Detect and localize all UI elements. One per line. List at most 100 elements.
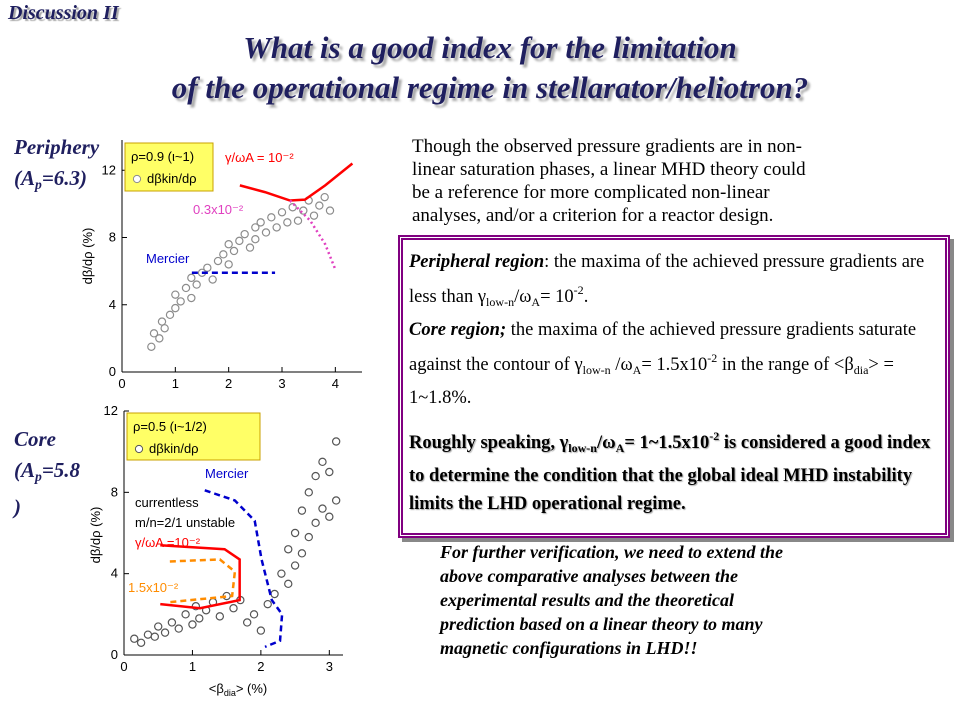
y-tick-label: 4	[111, 566, 118, 581]
x-tick-label: 1	[189, 659, 196, 674]
point	[203, 263, 212, 272]
paragraph: Core region; the maxima of the achieved …	[409, 316, 939, 412]
text: p	[35, 177, 42, 192]
text: > = 1~1.8%.	[409, 355, 894, 408]
point	[187, 273, 196, 283]
text: = 1.5x10	[641, 355, 708, 375]
curve	[239, 162, 354, 202]
x-tick-label: 2	[225, 376, 232, 391]
curve-label: 1.5x10⁻²	[128, 580, 179, 595]
point	[256, 626, 266, 635]
text: low-n	[582, 363, 611, 377]
region-param: (Ap=5.8)	[14, 455, 80, 523]
point	[245, 243, 255, 252]
point	[277, 569, 286, 578]
legend-box	[124, 142, 214, 192]
text: /	[597, 433, 603, 453]
text: =6.3)	[41, 166, 88, 190]
point	[272, 223, 281, 232]
point	[293, 216, 303, 225]
text: γ	[477, 287, 487, 307]
point	[171, 290, 180, 299]
text: (A	[14, 458, 35, 482]
point	[311, 518, 320, 528]
title-line: What is a good index for the limitation	[243, 30, 737, 65]
y-tick-label: 0	[109, 364, 116, 379]
y-axis-label: dβ/dρ (%)	[88, 507, 103, 564]
title-line: of the operational regime in stellarator…	[171, 70, 809, 105]
intro-line: analyses, and/or a criterion for a react…	[412, 205, 774, 226]
point	[290, 561, 300, 570]
point	[208, 275, 217, 284]
text: β	[844, 355, 854, 375]
point	[325, 206, 335, 215]
point	[176, 297, 185, 306]
point	[213, 256, 223, 266]
point	[229, 604, 238, 613]
y-tick-label: 12	[102, 162, 116, 177]
text: -2	[573, 283, 584, 297]
point	[174, 624, 183, 633]
text: /	[610, 355, 621, 375]
curve-label: 0.3x10⁻²	[193, 202, 244, 217]
point	[219, 250, 228, 259]
conclusion-line: experimental results and the theoretical	[440, 590, 735, 610]
point	[181, 610, 190, 619]
legend-box	[126, 412, 261, 461]
slide-tag: Discussion II	[8, 2, 119, 24]
curve	[160, 543, 241, 610]
intro-line: be a reference for more complicated non-…	[412, 182, 770, 203]
text: > (%)	[236, 681, 267, 696]
point	[325, 512, 334, 521]
point	[299, 206, 308, 215]
text: γ	[574, 355, 583, 375]
point	[155, 334, 164, 343]
point	[171, 303, 180, 313]
text: is considered a good index to determine …	[409, 433, 931, 514]
point	[251, 223, 260, 232]
y-tick-label: 8	[111, 484, 118, 499]
text: in the range of <	[717, 355, 845, 375]
paragraph: Peripheral region: the maxima of the ach…	[409, 248, 939, 316]
x-tick-label: 0	[120, 659, 127, 674]
y-tick-label: 0	[111, 647, 118, 662]
text: A	[531, 295, 541, 309]
point	[165, 310, 175, 320]
text: ω	[519, 287, 532, 307]
point	[149, 329, 159, 338]
legend-label: dβkin/dρ	[149, 441, 199, 456]
point	[283, 218, 292, 227]
point	[150, 632, 159, 641]
point	[270, 589, 279, 599]
point	[147, 342, 156, 351]
x-tick-label: 0	[118, 376, 125, 391]
curve	[169, 558, 237, 604]
text: = 1~1.5x10	[624, 433, 710, 453]
text: dia	[853, 363, 869, 377]
legend-marker	[134, 444, 144, 454]
point	[181, 283, 191, 293]
conclusion-line: prediction based on a linear theory to m…	[440, 614, 763, 634]
curve	[204, 489, 284, 649]
text: low-n	[568, 441, 597, 455]
x-tick-label: 2	[257, 659, 264, 674]
point	[249, 610, 259, 619]
point	[195, 614, 204, 623]
text: the maxima of the achieved pressure grad…	[409, 320, 917, 375]
x-tick-label: 4	[332, 376, 339, 391]
curve-label: Mercier	[205, 466, 249, 481]
text: : the maxima of the achieved pressure gr…	[409, 252, 925, 307]
text: <β	[209, 681, 224, 696]
point	[290, 528, 300, 538]
point	[267, 213, 276, 222]
point	[325, 467, 334, 477]
paragraph: Roughly speaking, γlow-n/ωA= 1~1.5x10-2 …	[409, 422, 939, 518]
text: -2	[707, 351, 718, 365]
y-tick-label: 12	[104, 403, 118, 418]
point	[224, 260, 233, 269]
point	[160, 324, 169, 333]
y-tick-label: 8	[109, 230, 116, 245]
curve	[289, 199, 337, 270]
point	[277, 208, 287, 217]
